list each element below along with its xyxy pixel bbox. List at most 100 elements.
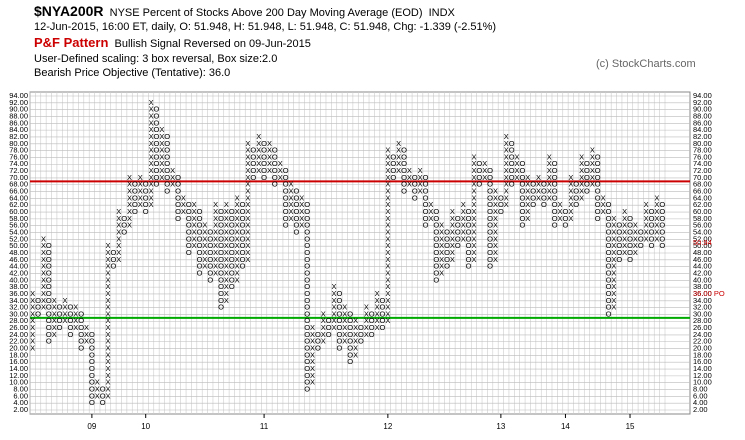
x-box: X xyxy=(213,255,218,264)
o-box: O xyxy=(46,248,52,257)
o-box: O xyxy=(46,282,52,291)
o-column: OOO xyxy=(638,228,644,251)
x-box: X xyxy=(504,139,509,148)
o-box: O xyxy=(606,248,612,257)
o-box: O xyxy=(261,152,267,161)
o-box: O xyxy=(401,180,407,189)
x-box: X xyxy=(106,378,111,387)
o-column: OOO xyxy=(315,330,321,353)
o-box: O xyxy=(89,398,95,407)
x-box: X xyxy=(30,344,35,353)
o-box: O xyxy=(638,228,644,237)
x-box: X xyxy=(288,180,293,189)
o-box: O xyxy=(358,323,364,332)
o-box: O xyxy=(304,316,310,325)
o-box: O xyxy=(132,180,138,189)
o-box: O xyxy=(509,139,515,148)
o-box: O xyxy=(218,262,224,271)
o-box: O xyxy=(229,228,235,237)
o-box: O xyxy=(240,228,246,237)
o-box: O xyxy=(154,166,160,175)
x-box: X xyxy=(321,330,326,339)
x-box: X xyxy=(267,152,272,161)
o-box: O xyxy=(326,316,332,325)
y-tick-label: 12.00 xyxy=(9,371,28,380)
o-box: O xyxy=(154,118,160,127)
o-box: O xyxy=(46,296,52,305)
o-box: O xyxy=(272,152,278,161)
o-box: O xyxy=(616,255,622,264)
o-box: O xyxy=(304,303,310,312)
x-box: X xyxy=(439,248,444,257)
x-box: X xyxy=(73,316,78,325)
y-tick-label: 30.00 xyxy=(9,309,28,318)
o-box: O xyxy=(487,166,493,175)
o-box: O xyxy=(229,262,235,271)
x-box: X xyxy=(611,221,616,230)
o-box: O xyxy=(509,166,515,175)
x-box: X xyxy=(149,173,154,182)
o-box: O xyxy=(519,187,525,196)
o-box: O xyxy=(444,248,450,257)
y-tick-label: 54.00 xyxy=(9,228,28,237)
y-tick-label-right: 94.00 xyxy=(693,91,712,100)
y-tick-label: 22.00 xyxy=(9,337,28,346)
x-box: X xyxy=(461,214,466,223)
o-box: O xyxy=(304,371,310,380)
x-box: X xyxy=(654,234,659,243)
y-tick-label: 26.00 xyxy=(9,323,28,332)
x-box: X xyxy=(321,337,326,346)
x-box: X xyxy=(106,385,111,394)
x-box: X xyxy=(213,268,218,277)
o-box: O xyxy=(304,385,310,394)
o-box: O xyxy=(519,200,525,209)
y-tick-label-right: 14.00 xyxy=(693,364,712,373)
x-box: X xyxy=(30,289,35,298)
o-box: O xyxy=(616,221,622,230)
y-tick-label: 50.00 xyxy=(9,241,28,250)
o-box: O xyxy=(304,275,310,284)
o-box: O xyxy=(46,309,52,318)
x-box: X xyxy=(493,214,498,223)
x-box: X xyxy=(30,309,35,318)
x-box: X xyxy=(461,228,466,237)
o-box: O xyxy=(347,309,353,318)
o-box: O xyxy=(616,248,622,257)
o-box: O xyxy=(250,166,256,175)
x-box: X xyxy=(41,262,46,271)
x-box: X xyxy=(385,268,390,277)
o-box: O xyxy=(616,241,622,250)
o-box: O xyxy=(606,282,612,291)
x-box: X xyxy=(106,364,111,373)
o-box: O xyxy=(616,234,622,243)
y-tick-label: 70.00 xyxy=(9,173,28,182)
symbol: $NYA200R xyxy=(34,3,104,19)
o-box: O xyxy=(186,228,192,237)
o-box: O xyxy=(164,146,170,155)
x-box: X xyxy=(332,303,337,312)
x-box: X xyxy=(299,214,304,223)
x-box: X xyxy=(127,193,132,202)
x-box: X xyxy=(644,228,649,237)
y-tick-label: 32.00 xyxy=(9,303,28,312)
o-box: O xyxy=(401,152,407,161)
x-box: X xyxy=(353,337,358,346)
x-box: X xyxy=(41,296,46,305)
x-box: X xyxy=(418,187,423,196)
x-box: X xyxy=(159,159,164,168)
x-box: X xyxy=(568,187,573,196)
x-box: X xyxy=(106,303,111,312)
o-box: O xyxy=(143,200,149,209)
o-box: O xyxy=(509,146,515,155)
o-box: O xyxy=(240,248,246,257)
